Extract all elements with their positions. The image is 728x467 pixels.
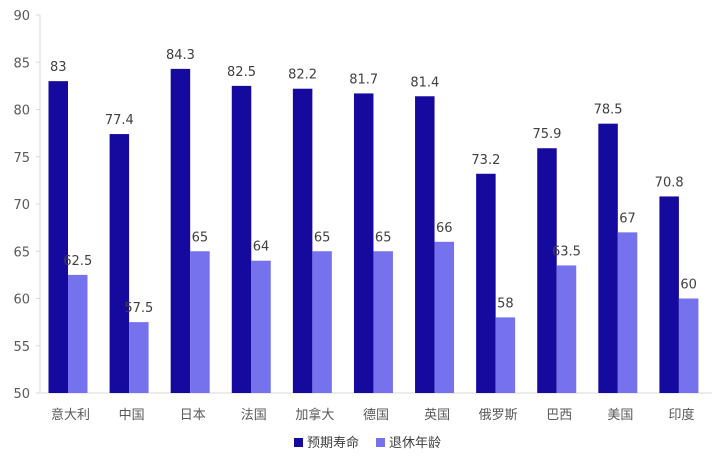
- y-tick-label: 70: [13, 198, 30, 213]
- data-label: 65: [192, 230, 209, 245]
- data-label: 62.5: [63, 254, 92, 269]
- data-label: 70.8: [655, 175, 684, 190]
- data-label: 73.2: [471, 153, 500, 168]
- bar-retirement-age: [434, 241, 455, 393]
- data-label: 57.5: [124, 301, 153, 316]
- y-tick-label: 75: [13, 151, 30, 166]
- x-tick-label: 中国: [119, 408, 145, 423]
- bar-life-expectancy: [231, 85, 252, 393]
- data-label: 75.9: [533, 127, 562, 142]
- bar-life-expectancy: [292, 88, 313, 394]
- y-tick-label: 60: [13, 293, 30, 308]
- bar-retirement-age: [68, 274, 88, 393]
- bar-life-expectancy: [537, 148, 557, 393]
- data-label: 60: [680, 278, 697, 293]
- data-label: 77.4: [105, 113, 134, 128]
- x-tick-label: 印度: [668, 407, 694, 423]
- x-tick-label: 日本: [180, 408, 206, 423]
- y-tick-label: 65: [13, 245, 30, 260]
- bar-life-expectancy: [48, 81, 68, 394]
- legend-label: 退休年龄: [389, 436, 441, 451]
- bar-retirement-age: [495, 317, 516, 393]
- bar-retirement-age: [617, 232, 638, 393]
- data-label: 58: [497, 296, 514, 311]
- bar-retirement-age: [373, 251, 393, 393]
- x-tick-label: 美国: [607, 408, 633, 423]
- data-label: 81.7: [349, 72, 378, 87]
- bars: [48, 68, 699, 394]
- data-label: 63.5: [552, 244, 581, 259]
- y-tick-label: 85: [13, 56, 30, 71]
- data-label: 84.3: [166, 48, 195, 63]
- data-label: 82.5: [227, 65, 256, 80]
- bar-life-expectancy: [170, 68, 191, 394]
- bar-retirement-age: [129, 322, 149, 393]
- x-tick-label: 德国: [363, 408, 389, 423]
- data-label: 81.4: [410, 75, 439, 90]
- bar-retirement-age: [556, 265, 577, 393]
- y-tick-label: 55: [13, 340, 30, 355]
- bar-life-expectancy: [109, 134, 130, 393]
- y-tick-label: 80: [13, 104, 30, 119]
- bar-retirement-age: [312, 251, 332, 393]
- axes: 50 55 60 65 70 75 80 85 90 意大利 中国 日本 法国 加拿大 德国 英国 俄罗斯 巴西 美…: [13, 9, 712, 423]
- data-label: 82.2: [288, 68, 317, 83]
- y-tick-label: 50: [13, 387, 30, 402]
- x-tick-label: 俄罗斯: [479, 408, 518, 423]
- data-label: 65: [375, 230, 392, 245]
- legend-swatch: [294, 438, 303, 447]
- data-label: 83: [50, 60, 67, 75]
- bar-life-expectancy: [353, 93, 374, 393]
- legend-swatch: [376, 438, 385, 447]
- data-label: 66: [436, 221, 453, 236]
- bar-retirement-age: [678, 298, 699, 393]
- bar-retirement-age: [251, 260, 271, 393]
- x-tick-label: 英国: [424, 408, 450, 423]
- bar-life-expectancy: [415, 96, 435, 394]
- data-labels: 83 62.5 77.4 57.5 84.3 65 82.5 64 82.2 65 81.7 65 81…: [50, 48, 697, 316]
- legend: 预期寿命 退休年龄: [294, 435, 441, 451]
- bar-life-expectancy: [598, 123, 618, 394]
- bar-retirement-age: [190, 251, 210, 393]
- y-tick-label: 90: [13, 9, 30, 24]
- data-label: 67: [619, 211, 636, 226]
- bar-life-expectancy: [659, 196, 679, 393]
- legend-label: 预期寿命: [307, 435, 359, 451]
- data-label: 64: [253, 240, 270, 255]
- x-tick-label: 加拿大: [295, 407, 334, 423]
- data-label: 65: [314, 230, 331, 245]
- data-label: 78.5: [594, 103, 623, 118]
- bar-life-expectancy: [476, 173, 496, 393]
- x-tick-label: 巴西: [546, 408, 572, 423]
- x-tick-label: 法国: [241, 408, 267, 423]
- x-tick-label: 意大利: [51, 407, 90, 423]
